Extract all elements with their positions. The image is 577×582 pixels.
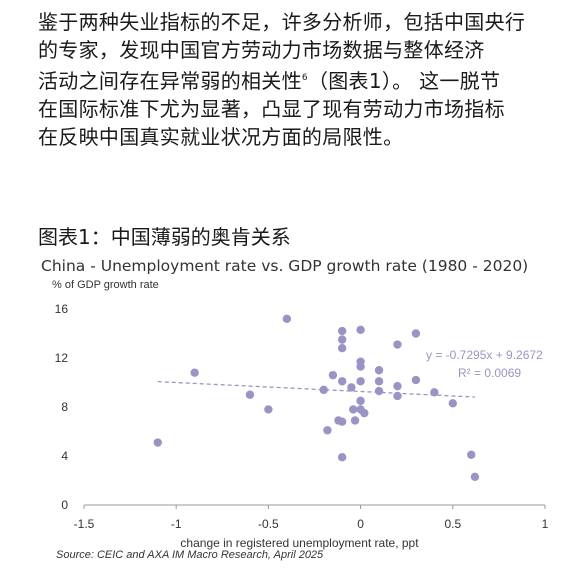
data-point [337,335,347,344]
data-point [393,381,402,391]
data-point [337,377,347,386]
y-tick-label: 16 [55,302,69,316]
y-tick-label: 12 [55,351,69,365]
trendline [157,380,475,398]
data-point [337,417,347,426]
data-point [374,386,384,396]
article-line-text: 活动之间存在异常弱的相关性 [38,69,302,93]
data-point [360,408,369,418]
article-line: 在反映中国真实就业状况方面的局限性。 [38,125,404,149]
data-point [245,390,255,399]
data-point [411,375,421,385]
data-point [356,362,365,371]
data-point [470,472,480,482]
data-point [319,385,328,395]
data-point [264,405,273,414]
article-line-continuation: （图表1）。 这一脱节 [307,69,501,93]
data-point [374,366,384,375]
x-axis-title: change in registered unemployment rate, … [180,536,419,550]
y-tick-label: 4 [61,449,68,463]
data-point [374,377,384,386]
data-point [328,370,338,380]
article-line: 在国际标准下尤为显著，凸显了现有劳动力市场指标 [38,97,505,121]
data-point [467,450,476,459]
data-point [282,314,292,323]
x-tick-labels: -1.5 -1 -0.5 0 0.5 1 [74,505,549,531]
data-point [337,344,347,353]
data-point [323,426,332,435]
data-point [347,383,356,392]
data-point [337,326,347,336]
x-tick-label: -0.5 [258,517,279,531]
article-paragraph: 鉴于两种失业指标的不足，许多分析师，包括中国央行 的专家，发现中国官方劳动力市场… [38,8,568,151]
x-tick-label: -1.5 [74,517,95,531]
article-line: 的专家，发现中国官方劳动力市场数据与整体经济 [38,38,485,62]
y-axis-label: % of GDP growth rate [52,279,159,291]
x-tick-label: 0 [357,517,364,531]
data-point [153,438,162,447]
data-points [153,314,480,482]
data-point [350,416,360,425]
data-point [393,391,402,401]
data-point [356,377,365,386]
y-tick-label: 8 [61,400,68,414]
exhibit-label: 图表1：中国薄弱的奥肯关系 [38,225,291,249]
r-squared-label: R² = 0.0069 [458,366,521,380]
data-point [430,388,439,397]
footnote-reference[interactable]: 6 [301,73,308,83]
x-tick-label: -1 [171,517,182,531]
data-point [448,399,457,408]
x-tick-label: 0.5 [444,517,461,531]
data-point [349,405,358,414]
article-line: 鉴于两种失业指标的不足，许多分析师，包括中国央行 [38,10,526,34]
trendline-equation: y = -0.7295x + 9.2672 [426,348,543,362]
y-tick-labels: 0 4 8 12 16 [55,302,69,512]
source-note: Source: CEIC and AXA IM Macro Research, … [56,549,324,561]
data-point [190,368,199,377]
x-tick-label: 1 [542,517,549,531]
data-point [337,453,347,462]
data-point [393,340,402,349]
data-point [356,396,365,406]
chart-title: China - Unemployment rate vs. GDP growth… [41,257,529,275]
y-tick-label: 0 [61,498,68,512]
article-line: 活动之间存在异常弱的相关性6（图表1）。 这一脱节 [38,64,568,95]
data-point [411,329,421,338]
data-point [356,325,365,335]
